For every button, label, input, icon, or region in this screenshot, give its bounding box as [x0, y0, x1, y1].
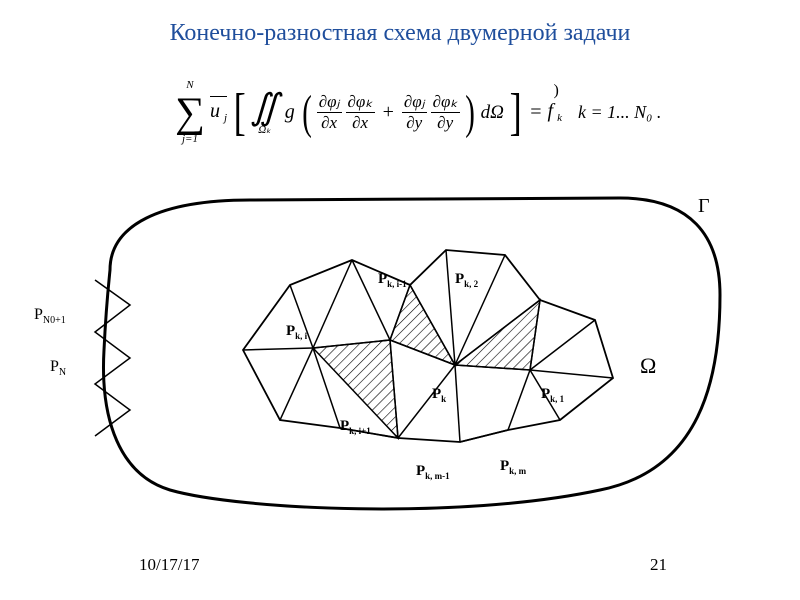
svg-text:Pk, i+1: Pk, i+1: [340, 418, 371, 436]
label-p-n0p1: PN0+1: [34, 306, 66, 326]
label-p-n: PN: [50, 358, 66, 378]
svg-text:Γ: Γ: [698, 195, 710, 217]
svg-text:Pk, 1: Pk, 1: [541, 386, 565, 404]
svg-text:Pk, i-1: Pk, i-1: [378, 271, 407, 289]
footer-page: 21: [650, 555, 667, 575]
svg-text:Ω: Ω: [640, 353, 656, 378]
svg-text:Pk, m: Pk, m: [500, 458, 527, 476]
svg-text:Pk, 2: Pk, 2: [455, 271, 479, 289]
svg-text:Pk, m-1: Pk, m-1: [416, 463, 450, 481]
footer-date: 10/17/17: [139, 555, 199, 575]
svg-text:Pk: Pk: [432, 386, 446, 404]
mesh-diagram: ΓΩPk, iPk, i-1Pk, 2PkPk, 1Pk, i+1Pk, m-1…: [0, 0, 800, 600]
